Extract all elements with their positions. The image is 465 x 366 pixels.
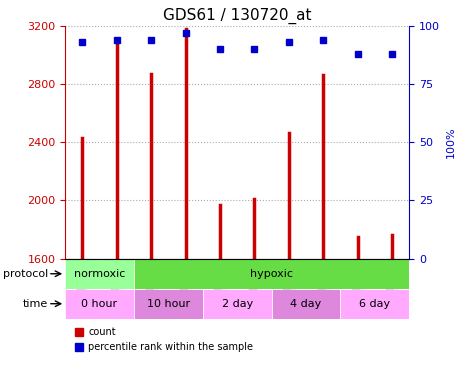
FancyBboxPatch shape — [65, 289, 134, 319]
FancyBboxPatch shape — [340, 289, 409, 319]
Text: 2 day: 2 day — [221, 299, 253, 309]
FancyBboxPatch shape — [134, 259, 409, 289]
Text: protocol: protocol — [3, 269, 48, 279]
FancyBboxPatch shape — [65, 259, 134, 289]
Text: hypoxic: hypoxic — [250, 269, 293, 279]
Text: normoxic: normoxic — [74, 269, 125, 279]
FancyBboxPatch shape — [272, 289, 340, 319]
Text: 0 hour: 0 hour — [81, 299, 118, 309]
Y-axis label: 100%: 100% — [445, 126, 456, 158]
Text: 6 day: 6 day — [359, 299, 390, 309]
FancyBboxPatch shape — [203, 289, 272, 319]
Title: GDS61 / 130720_at: GDS61 / 130720_at — [163, 8, 312, 24]
Text: 10 hour: 10 hour — [147, 299, 190, 309]
Text: time: time — [23, 299, 48, 309]
FancyBboxPatch shape — [134, 289, 203, 319]
Legend: count, percentile rank within the sample: count, percentile rank within the sample — [70, 324, 257, 356]
Text: 4 day: 4 day — [290, 299, 322, 309]
